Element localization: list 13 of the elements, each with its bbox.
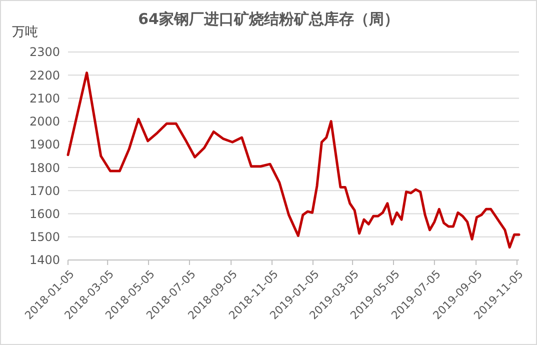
y-tick-label: 1500	[29, 230, 60, 244]
y-tick-label: 2200	[29, 68, 60, 82]
y-tick-label: 2300	[29, 45, 60, 60]
y-tick-label: 1600	[29, 206, 60, 221]
y-tick-label: 1400	[29, 253, 60, 268]
y-tick-label: 2000	[29, 114, 60, 129]
y-tick-label: 1800	[29, 160, 60, 175]
y-axis-title: 万吨	[12, 25, 38, 40]
chart-title: 64家钢厂进口矿烧结粉矿总库存（周）	[138, 10, 399, 28]
y-tick-label: 1900	[29, 138, 60, 152]
line-series	[66, 72, 520, 249]
y-tick-label: 2100	[29, 91, 60, 106]
y-tick-label: 1700	[29, 184, 60, 198]
